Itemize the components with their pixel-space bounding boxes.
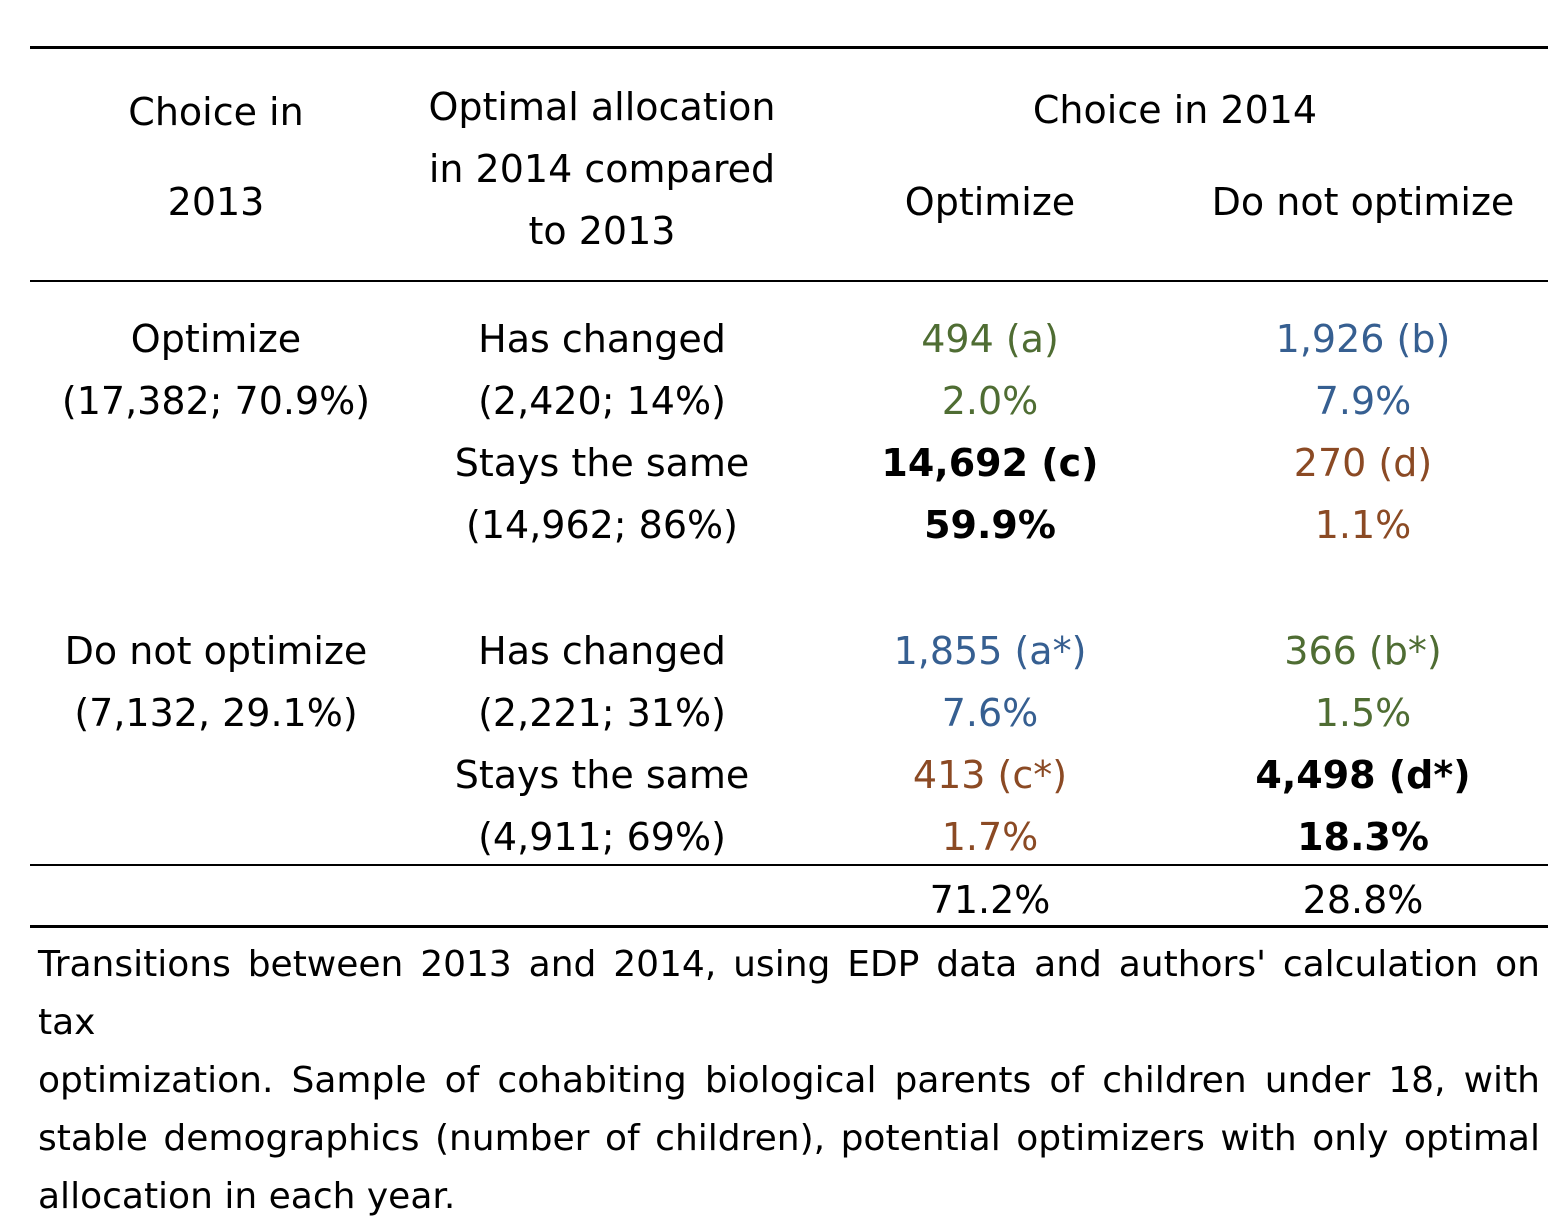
cell-c-star-pct: 1.7% [941, 815, 1039, 859]
totals-top-rule [30, 864, 1548, 866]
group-label: Optimize [130, 317, 302, 361]
cell-c-pct: 59.9% [924, 503, 1056, 547]
group-label: Do not optimize [64, 629, 368, 673]
cell-c-count: 14,692 (c) [881, 441, 1099, 485]
row-sub: (4,911; 69%) [478, 815, 726, 859]
cell-b-count: 1,926 (b) [1275, 317, 1451, 361]
row-label: Stays the same [454, 441, 750, 485]
group-sub: (17,382; 70.9%) [61, 379, 371, 423]
header-optimize: Optimize [904, 180, 1076, 224]
cell-a-star-count: 1,855 (a*) [893, 629, 1087, 673]
cell-d-count: 270 (d) [1293, 441, 1433, 485]
row-label: Stays the same [454, 753, 750, 797]
cell-c-star-count: 413 (c*) [912, 753, 1068, 797]
note-line-1: Transitions between 2013 and 2014, using… [38, 944, 1540, 1043]
note-line-2: optimization. Sample of cohabiting biolo… [38, 1060, 1540, 1101]
cell-a-count: 494 (a) [921, 317, 1059, 361]
header-choice-2014: Choice in 2014 [1032, 88, 1318, 132]
table-note: Transitions between 2013 and 2014, using… [38, 936, 1540, 1226]
cell-d-pct: 1.1% [1314, 503, 1412, 547]
header-rule [30, 280, 1548, 282]
header-optimal-allocation-line2: in 2014 compared [428, 147, 776, 191]
row-sub: (2,420; 14%) [478, 379, 726, 423]
header-optimal-allocation-line3: to 2013 [528, 209, 676, 253]
header-do-not-optimize: Do not optimize [1211, 180, 1515, 224]
header-choice-2013-line2: 2013 [167, 180, 265, 224]
cell-d-star-pct: 18.3% [1297, 815, 1429, 859]
total-not-optimize: 28.8% [1302, 878, 1424, 922]
totals-bottom-rule [30, 925, 1548, 928]
top-rule [30, 46, 1548, 49]
note-line-4: allocation in each year. [38, 1176, 456, 1217]
cell-d-star-count: 4,498 (d*) [1255, 753, 1471, 797]
cell-a-star-pct: 7.6% [941, 691, 1039, 735]
group-sub: (7,132, 29.1%) [74, 691, 358, 735]
cell-a-pct: 2.0% [941, 379, 1039, 423]
header-optimal-allocation-line1: Optimal allocation [428, 85, 776, 129]
row-label: Has changed [478, 317, 726, 361]
header-choice-2013-line1: Choice in [128, 90, 304, 134]
cell-b-star-pct: 1.5% [1314, 691, 1412, 735]
total-optimize: 71.2% [929, 878, 1051, 922]
row-sub: (14,962; 86%) [466, 503, 738, 547]
cell-b-pct: 7.9% [1314, 379, 1412, 423]
note-line-3: stable demographics (number of children)… [38, 1118, 1540, 1159]
cell-b-star-count: 366 (b*) [1284, 629, 1442, 673]
row-sub: (2,221; 31%) [478, 691, 726, 735]
row-label: Has changed [478, 629, 726, 673]
